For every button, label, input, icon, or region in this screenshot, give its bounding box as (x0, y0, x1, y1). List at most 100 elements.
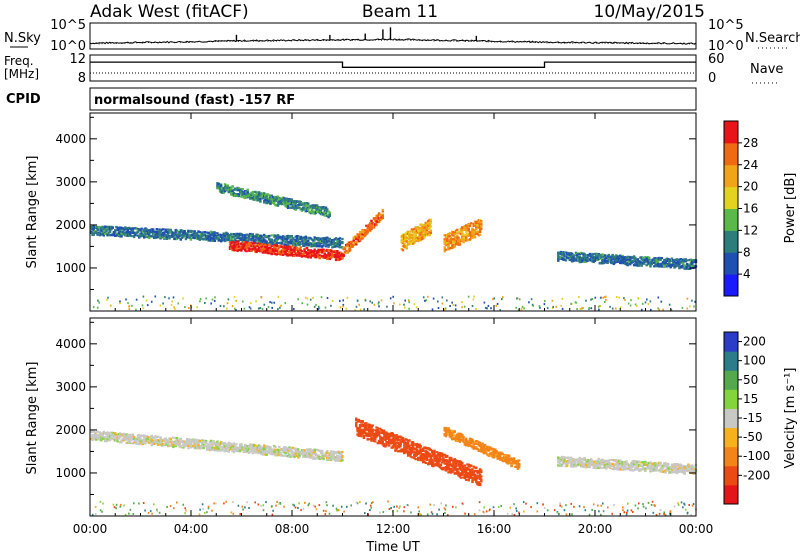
heatmap-cell (641, 262, 645, 265)
heatmap-cell (95, 231, 98, 234)
heatmap-cell (185, 443, 189, 447)
heatmap-speckle (277, 295, 280, 298)
heatmap-cell (571, 257, 574, 260)
heatmap-cell (130, 437, 133, 440)
heatmap-cell (269, 241, 272, 244)
heatmap-cell (293, 455, 296, 458)
heatmap-cell (290, 455, 294, 458)
heatmap-cell (401, 240, 405, 243)
heatmap-cell (326, 256, 329, 259)
heatmap-speckle (235, 299, 237, 302)
heatmap-cell (105, 232, 108, 235)
heatmap-cell (328, 211, 331, 214)
heatmap-cell (470, 222, 473, 225)
heatmap-cell (254, 194, 257, 197)
heatmap-cell (399, 445, 402, 448)
heatmap-cell (386, 433, 390, 436)
heatmap-cell (153, 442, 156, 445)
noise-left-label: N.Sky (4, 31, 41, 46)
heatmap-cell (228, 246, 232, 249)
heatmap-cell (274, 250, 277, 253)
heatmap-cell (286, 241, 290, 245)
heatmap-cell (419, 239, 422, 242)
heatmap-cell (656, 260, 660, 263)
heatmap-cell (276, 448, 280, 451)
heatmap-cell (303, 240, 306, 243)
heatmap-cell (571, 260, 574, 263)
heatmap-cell (304, 451, 307, 454)
heatmap-cell (348, 249, 352, 252)
heatmap-speckle (267, 306, 270, 308)
heatmap-cell (102, 432, 105, 435)
heatmap-cell (341, 459, 344, 462)
heatmap-cell (151, 436, 155, 440)
heatmap-cell (276, 449, 280, 452)
heatmap-cell (447, 246, 450, 249)
heatmap-cell (146, 440, 150, 444)
heatmap-speckle (415, 306, 418, 309)
heatmap-cell (314, 205, 318, 209)
heatmap-cell (569, 256, 573, 259)
heatmap-cell (331, 239, 334, 242)
heatmap-cell (107, 231, 111, 234)
heatmap-cell (211, 441, 214, 444)
heatmap-cell (110, 226, 113, 229)
heatmap-cell (643, 261, 646, 264)
heatmap-cell (297, 200, 300, 203)
heatmap-cell (103, 232, 107, 235)
heatmap-cell (154, 233, 157, 237)
heatmap-cell (288, 236, 291, 239)
heatmap-cell (279, 244, 282, 247)
heatmap-cell (120, 434, 123, 437)
heatmap-cell (292, 454, 295, 457)
heatmap-cell (264, 235, 267, 238)
heatmap-cell (592, 252, 595, 256)
heatmap-cell (242, 241, 246, 244)
heatmap-cell (211, 446, 214, 450)
heatmap-speckle (630, 299, 632, 302)
heatmap-cell (265, 195, 268, 198)
power-colorbar-swatches (724, 121, 738, 297)
heatmap-cell (209, 236, 213, 239)
heatmap-cell (394, 443, 397, 446)
heatmap-cell (355, 422, 358, 425)
heatmap-cell (631, 260, 634, 263)
heatmap-cell (236, 232, 239, 235)
heatmap-cell (250, 242, 253, 245)
heatmap-cell (257, 194, 261, 197)
heatmap-cell (252, 235, 256, 238)
heatmap-cell (297, 450, 300, 453)
heatmap-cell (395, 441, 398, 444)
heatmap-cell (217, 182, 220, 186)
heatmap-cell (357, 420, 361, 423)
heatmap-cell (404, 238, 407, 242)
heatmap-cell (270, 198, 273, 201)
heatmap-cell (294, 202, 297, 205)
heatmap-speckle (555, 305, 558, 308)
heatmap-cell (223, 232, 227, 235)
heatmap-cell (362, 229, 366, 232)
heatmap-cell (419, 236, 422, 239)
heatmap-cell (187, 229, 190, 232)
heatmap-cell (303, 450, 306, 453)
heatmap-speckle (490, 307, 492, 310)
heatmap-cell (284, 253, 287, 256)
heatmap-cell (399, 435, 402, 438)
heatmap-cell (304, 238, 307, 241)
heatmap-cell (404, 451, 407, 454)
heatmap-cell (366, 424, 369, 427)
heatmap-cell (260, 249, 263, 252)
heatmap-cell (362, 235, 366, 238)
heatmap-cell (462, 234, 465, 237)
heatmap-cell (654, 258, 657, 261)
heatmap-cell (462, 236, 465, 239)
heatmap-cell (304, 240, 307, 243)
heatmap-speckle (214, 296, 216, 299)
heatmap-cell (201, 440, 204, 443)
heatmap-cell (343, 247, 347, 250)
heatmap-cell (294, 242, 297, 245)
heatmap-cell (661, 261, 665, 264)
nave-tick-bottom: 0 (708, 71, 716, 86)
heatmap-speckle (377, 302, 380, 305)
